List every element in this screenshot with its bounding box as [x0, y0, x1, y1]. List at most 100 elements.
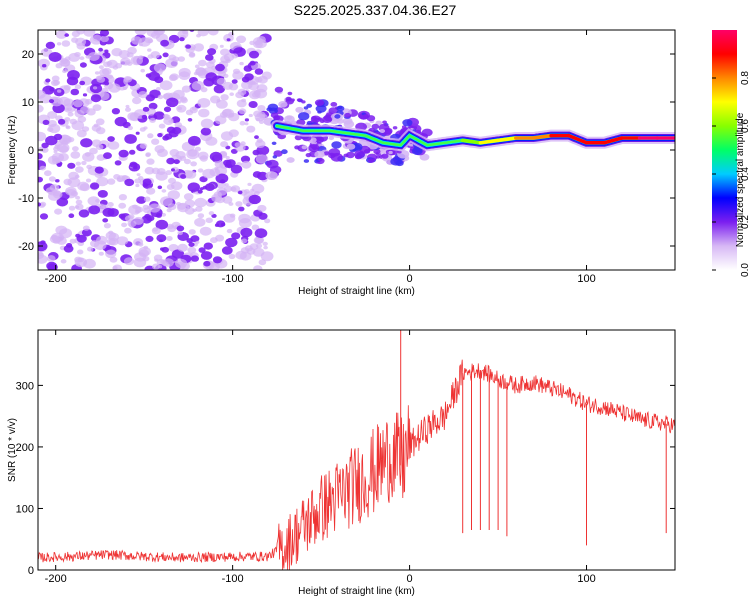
- heatmap-signal-blob: [314, 99, 325, 106]
- heatmap-noise-blob: [228, 83, 239, 91]
- heatmap-noise-blob: [263, 245, 268, 250]
- heatmap-noise-blob: [130, 36, 142, 45]
- heatmap-noise-blob: [38, 131, 47, 142]
- heatmap-noise-blob: [142, 256, 150, 262]
- heatmap-noise-blob: [220, 141, 229, 148]
- heatmap-noise-blob: [161, 212, 167, 217]
- heatmap-noise-blob: [60, 259, 67, 264]
- heatmap-noise-blob: [220, 48, 230, 56]
- heatmap-signal-blob: [322, 115, 333, 123]
- heatmap-noise-blob: [67, 162, 76, 169]
- heatmap-noise-blob: [92, 104, 102, 111]
- heatmap-noise-blob: [210, 237, 218, 244]
- heatmap-noise-blob: [183, 193, 194, 201]
- heatmap-noise-blob: [221, 108, 235, 119]
- heatmap-noise-blob: [145, 152, 151, 157]
- heatmap-noise-blob: [258, 259, 267, 266]
- heatmap-noise-blob: [200, 251, 213, 260]
- heatmap-noise-blob: [207, 48, 217, 56]
- heatmap-noise-blob: [64, 56, 71, 61]
- heatmap-noise-blob: [247, 182, 252, 186]
- heatmap-noise-blob: [39, 201, 47, 207]
- heatmap-noise-blob: [148, 203, 161, 213]
- heatmap-noise-blob: [102, 218, 109, 223]
- heatmap-noise-blob: [177, 230, 183, 236]
- heatmap-noise-blob: [44, 170, 52, 177]
- heatmap-noise-blob: [205, 217, 213, 224]
- heatmap-signal-blob: [328, 136, 334, 141]
- heatmap-noise-blob: [79, 62, 87, 68]
- heatmap-noise-blob: [195, 240, 200, 244]
- heatmap-noise-blob: [257, 204, 267, 212]
- heatmap-signal-blob: [334, 114, 341, 119]
- heatmap-noise-blob: [223, 213, 236, 223]
- heatmap-noise-blob: [118, 194, 127, 201]
- heatmap-noise-blob: [47, 111, 58, 119]
- heatmap-noise-blob: [88, 205, 101, 215]
- heatmap-noise-blob: [112, 265, 118, 270]
- chart-title: S225.2025.337.04.36.E27: [293, 2, 457, 18]
- heatmap-noise-blob: [124, 134, 137, 144]
- heatmap-signal-blob: [301, 145, 308, 150]
- heatmap-noise-blob: [222, 196, 233, 204]
- heatmap-noise-blob: [161, 189, 167, 193]
- heatmap-signal-blob: [346, 143, 356, 150]
- heatmap-noise-blob: [157, 94, 164, 100]
- heatmap-noise-blob: [194, 64, 200, 69]
- heatmap-noise-blob: [223, 33, 234, 43]
- heatmap-noise-blob: [257, 105, 266, 112]
- heatmap-noise-blob: [209, 151, 223, 162]
- heatmap-signal-blob: [371, 123, 380, 130]
- heatmap-noise-blob: [138, 242, 144, 247]
- heatmap-ytick-label: 10: [22, 97, 34, 109]
- heatmap-noise-blob: [243, 189, 250, 194]
- heatmap-noise-blob: [116, 236, 129, 246]
- heatmap-noise-blob: [153, 63, 166, 73]
- heatmap-noise-blob: [150, 51, 161, 59]
- heatmap-noise-blob: [74, 174, 80, 179]
- heatmap-noise-blob: [38, 176, 43, 183]
- heatmap-noise-blob: [56, 42, 62, 46]
- heatmap-noise-blob: [162, 52, 169, 58]
- heatmap-noise-blob: [241, 80, 253, 90]
- heatmap-noise-blob: [70, 151, 81, 159]
- heatmap-noise-blob: [136, 196, 147, 204]
- heatmap-noise-blob: [185, 170, 197, 179]
- heatmap-noise-blob: [198, 247, 206, 253]
- heatmap-noise-blob: [212, 256, 223, 264]
- heatmap-noise-blob: [102, 207, 115, 217]
- heatmap-noise-blob: [87, 52, 100, 61]
- heatmap-noise-blob: [188, 242, 195, 248]
- heatmap-noise-blob: [142, 178, 152, 186]
- snr-frame: [37, 329, 676, 571]
- heatmap-noise-blob: [115, 62, 123, 69]
- heatmap-noise-blob: [167, 225, 177, 233]
- heatmap-noise-blob: [68, 205, 76, 211]
- heatmap-noise-blob: [246, 125, 256, 133]
- heatmap-noise-blob: [108, 230, 114, 235]
- heatmap-noise-blob: [205, 54, 214, 61]
- snr-xtick-label: 0: [407, 573, 413, 585]
- heatmap-noise-blob: [235, 201, 243, 207]
- heatmap-noise-blob: [151, 227, 161, 235]
- heatmap-noise-blob: [50, 96, 63, 107]
- heatmap-noise-blob: [216, 77, 227, 86]
- heatmap-noise-blob: [118, 149, 129, 158]
- heatmap-signal-blob: [315, 104, 327, 113]
- heatmap-noise-blob: [155, 171, 168, 181]
- heatmap-signal-blob: [383, 127, 393, 135]
- heatmap-noise-blob: [256, 243, 263, 249]
- heatmap-noise-blob: [177, 243, 188, 252]
- heatmap-noise-blob: [45, 78, 51, 83]
- heatmap-noise-blob: [98, 47, 103, 52]
- heatmap-noise-blob: [197, 98, 211, 108]
- heatmap-noise-blob: [229, 92, 234, 96]
- heatmap-signal-blob: [336, 105, 345, 112]
- heatmap-noise-blob: [41, 142, 49, 149]
- heatmap-noise-blob: [92, 34, 102, 42]
- heatmap-noise-blob: [156, 234, 167, 243]
- heatmap-noise-blob: [224, 183, 229, 187]
- heatmap-noise-blob: [122, 86, 128, 90]
- heatmap-noise-blob: [163, 114, 170, 119]
- heatmap-signal-blob: [284, 115, 295, 123]
